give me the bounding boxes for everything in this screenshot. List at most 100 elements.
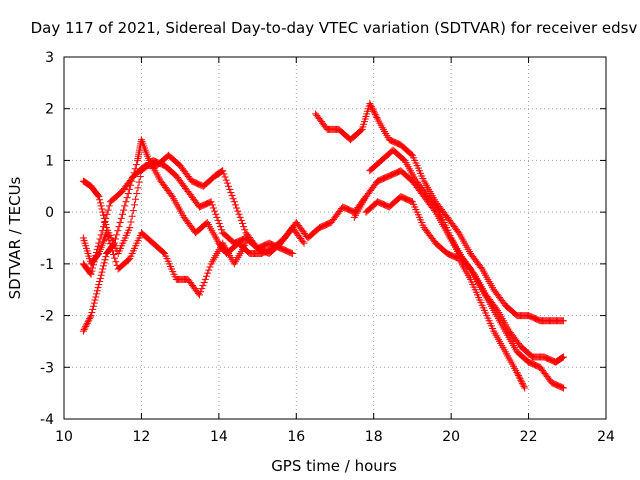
data-point xyxy=(136,172,144,180)
data-point xyxy=(100,259,108,267)
data-point xyxy=(110,251,118,259)
data-point xyxy=(101,218,109,226)
data-point xyxy=(121,202,129,210)
data-point xyxy=(212,210,220,218)
data-point xyxy=(96,235,104,243)
data-point xyxy=(108,247,116,255)
data-point xyxy=(198,285,206,293)
data-point xyxy=(103,229,111,237)
data-point xyxy=(89,305,97,313)
plot-frame xyxy=(63,56,607,420)
data-point xyxy=(88,267,96,275)
data-point xyxy=(477,263,485,271)
data-point xyxy=(89,302,97,310)
data-point xyxy=(214,216,222,224)
data-point xyxy=(82,321,90,329)
data-point xyxy=(122,198,130,206)
data-point xyxy=(99,265,107,273)
data-point xyxy=(558,354,566,362)
data-point xyxy=(233,204,241,212)
data-point xyxy=(514,370,522,378)
data-point xyxy=(236,213,244,221)
data-point xyxy=(368,104,376,112)
data-point xyxy=(242,239,250,247)
data-point xyxy=(367,101,375,109)
data-point xyxy=(93,290,101,298)
data-point xyxy=(95,239,103,247)
data-point xyxy=(95,193,103,201)
x-tick-label: 22 xyxy=(520,429,538,445)
data-point xyxy=(96,274,104,282)
data-point xyxy=(127,218,135,226)
data-point xyxy=(215,220,223,228)
data-point xyxy=(118,210,126,218)
data-point xyxy=(97,231,105,239)
series-track-7 xyxy=(350,167,567,392)
data-point xyxy=(288,250,296,258)
data-point xyxy=(228,192,236,200)
series-track-5 xyxy=(312,100,567,325)
data-point xyxy=(299,238,307,246)
data-point xyxy=(300,239,308,247)
x-tick-label: 20 xyxy=(442,429,460,445)
data-point xyxy=(85,316,93,324)
data-point xyxy=(106,240,114,248)
data-point xyxy=(91,296,99,304)
data-point xyxy=(128,212,136,220)
data-point xyxy=(516,375,524,383)
data-point xyxy=(226,185,234,193)
data-point xyxy=(99,262,107,270)
x-tick-label: 14 xyxy=(210,429,228,445)
data-point xyxy=(105,202,113,210)
data-point xyxy=(132,161,140,169)
data-point xyxy=(200,278,208,286)
data-point xyxy=(202,272,210,280)
data-point xyxy=(91,255,99,263)
data-point xyxy=(225,182,233,190)
data-point xyxy=(98,227,106,235)
data-point xyxy=(519,381,527,389)
data-point xyxy=(133,190,141,198)
data-point xyxy=(357,126,365,134)
data-point xyxy=(465,263,473,271)
data-point xyxy=(115,223,123,231)
data-point xyxy=(206,263,214,271)
data-point xyxy=(96,196,104,204)
series-track-4 xyxy=(79,151,308,278)
data-point xyxy=(230,198,238,206)
data-point xyxy=(84,318,92,326)
y-tick-label: 2 xyxy=(45,102,54,118)
data-point xyxy=(135,178,143,186)
data-point xyxy=(116,218,124,226)
data-point xyxy=(104,232,112,240)
x-tick-label: 24 xyxy=(597,429,615,445)
data-point xyxy=(99,223,107,231)
data-point xyxy=(559,353,567,361)
data-point xyxy=(241,226,249,234)
data-point xyxy=(92,252,100,260)
data-point xyxy=(196,291,203,299)
data-point xyxy=(515,372,523,380)
data-point xyxy=(366,100,374,108)
data-point xyxy=(454,227,462,235)
data-point xyxy=(112,258,120,266)
data-point xyxy=(102,253,110,261)
y-tick-label: 3 xyxy=(45,50,54,66)
data-point xyxy=(93,245,101,253)
data-point xyxy=(114,227,122,235)
data-point xyxy=(93,248,101,256)
data-point xyxy=(94,284,102,292)
data-point xyxy=(96,277,104,285)
y-tick-label: -4 xyxy=(40,412,54,428)
data-point xyxy=(517,376,525,384)
data-point xyxy=(207,198,215,206)
data-point xyxy=(221,173,229,181)
data-point xyxy=(237,216,245,224)
data-point xyxy=(99,208,107,216)
data-point xyxy=(94,242,102,250)
data-point xyxy=(407,150,415,158)
data-point xyxy=(213,213,221,221)
